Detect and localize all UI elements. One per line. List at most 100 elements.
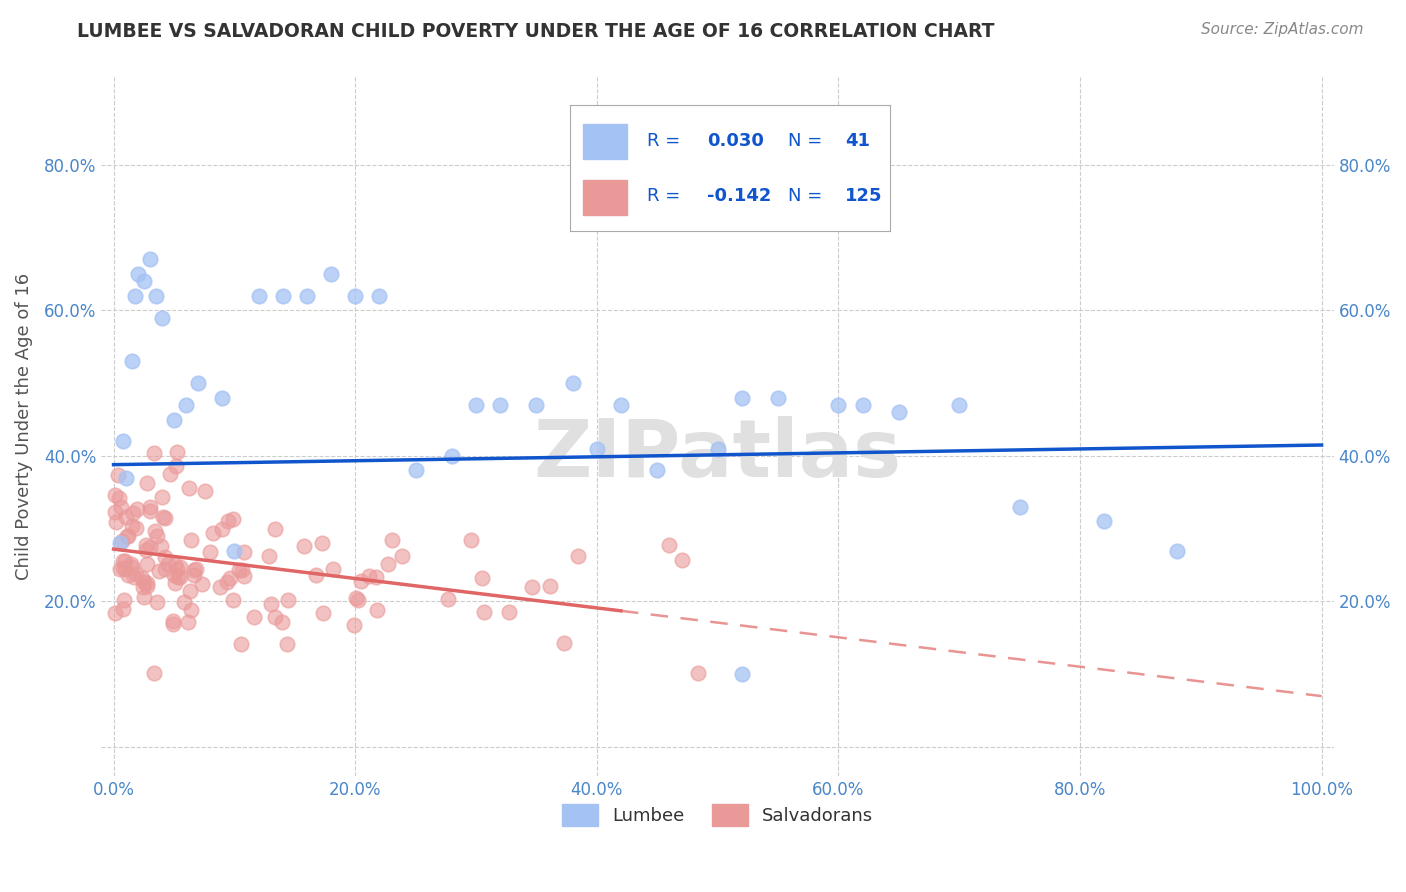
Point [233,569,256,583]
Point [136,576,159,591]
Point [184,562,207,576]
Point [257,549,280,563]
Point [117,528,139,542]
Point [150,539,173,553]
Point [183,563,205,577]
Point [319,267,342,281]
Y-axis label: Child Poverty Under the Age of 16: Child Poverty Under the Age of 16 [15,273,32,581]
Point [465,398,488,412]
Point [179,584,201,599]
Point [121,559,143,574]
Point [211,391,233,405]
Point [114,562,136,576]
Point [121,506,143,520]
Point [585,442,607,456]
Point [163,558,186,573]
Point [169,570,191,584]
Point [498,605,520,619]
Point [108,491,131,505]
Point [948,398,970,412]
Point [437,591,460,606]
Point [243,610,266,624]
Point [139,252,162,267]
Point [135,476,157,491]
Point [165,459,187,474]
Point [121,518,143,533]
Point [232,545,254,559]
Point [114,471,136,485]
Point [276,636,298,650]
Point [180,603,202,617]
Point [271,615,294,629]
Point [143,666,166,681]
Legend: Lumbee, Salvadorans: Lumbee, Salvadorans [554,797,880,833]
Point [440,449,463,463]
Point [460,533,482,547]
Point [538,579,561,593]
Point [107,468,129,483]
Point [766,391,789,405]
Point [148,565,170,579]
Point [187,376,209,391]
Point [152,509,174,524]
Point [222,512,245,526]
Point [224,543,246,558]
Point [211,522,233,536]
Point [112,561,135,575]
Point [343,618,366,632]
Point [887,405,910,419]
Point [671,553,693,567]
Point [183,568,205,582]
Point [136,557,159,571]
Point [150,310,173,325]
Point [166,562,188,576]
Point [305,568,328,582]
Point [311,536,333,550]
Point [162,615,184,629]
Point [110,500,132,514]
Point [366,602,388,616]
Point [135,543,157,558]
Point [105,515,128,529]
Point [295,289,318,303]
Point [567,549,589,563]
Point [125,567,148,582]
Point [104,505,127,519]
Point [131,571,153,585]
Point [163,412,186,426]
Point [180,533,202,547]
Point [271,289,294,303]
Point [159,467,181,481]
Point [177,615,200,629]
Point [215,575,238,590]
Point [471,571,494,585]
Point [153,511,176,525]
Point [561,376,583,391]
Point [120,558,142,572]
Point [219,571,242,585]
Point [150,491,173,505]
Point [112,434,135,449]
Point [706,442,728,456]
Point [169,560,191,574]
Point [1092,515,1115,529]
Point [610,398,633,412]
Point [124,289,146,303]
Point [114,554,136,568]
Point [146,529,169,543]
Point [391,549,413,563]
Point [645,463,668,477]
Point [132,575,155,590]
Point [127,267,149,281]
Point [135,579,157,593]
Point [112,592,135,607]
Point [264,610,287,624]
Point [228,563,250,577]
Point [292,540,315,554]
Point [260,597,283,611]
Point [165,576,187,591]
Point [405,463,427,477]
Text: ZIPatlas: ZIPatlas [533,416,901,494]
Point [264,522,287,536]
Point [381,533,404,547]
